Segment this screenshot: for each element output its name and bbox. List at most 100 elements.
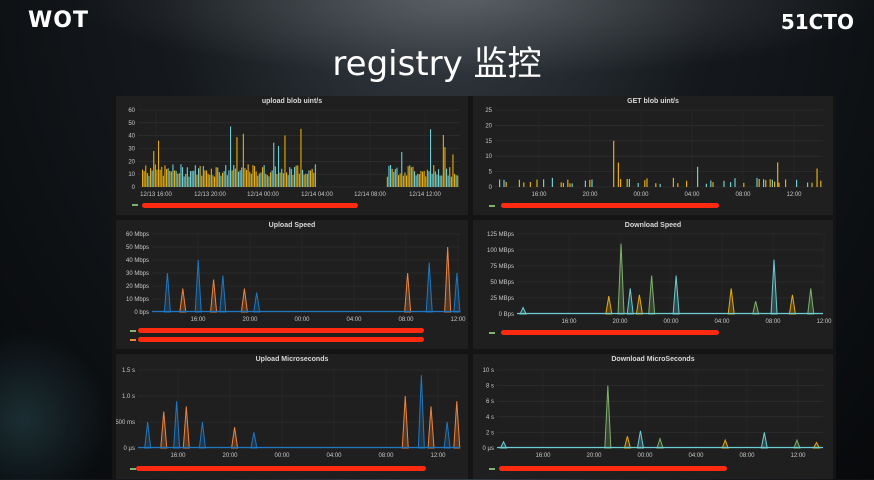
series-spike: [182, 406, 190, 449]
x-tick-label: 12:00: [430, 453, 446, 459]
bar: [785, 179, 787, 187]
legend-marker: [489, 332, 495, 334]
bar: [204, 170, 206, 187]
x-tick-label: 04:00: [346, 317, 362, 323]
x-tick-label: 08:00: [739, 453, 755, 459]
bar: [543, 179, 545, 187]
y-tick-label: 50: [128, 121, 135, 127]
bar: [258, 173, 260, 187]
series-spike: [648, 275, 656, 315]
panel-download-microseconds[interactable]: Download MicroSeconds 0 µs 2 s 4 s 6 s 8 s 10…: [473, 354, 833, 479]
chart-download-speed: 0 Bps 25 MBps 50 MBps 75 MBps 100 MBps 125 MB…: [487, 232, 832, 325]
bar: [450, 176, 452, 187]
y-tick-label: 75 MBps: [490, 264, 514, 270]
y-tick-label: 15: [485, 139, 492, 145]
bar: [255, 171, 257, 187]
panel-title: Download Speed: [624, 222, 682, 229]
bar: [191, 170, 193, 187]
bar: [390, 165, 392, 187]
bar: [503, 179, 505, 187]
bar: [529, 181, 531, 187]
bar: [266, 175, 268, 187]
bar: [536, 179, 538, 187]
bar: [734, 178, 736, 187]
bar: [591, 179, 593, 187]
panel-upload-speed[interactable]: Upload Speed 0 bps 10 Mbps 20 Mbps 30 Mbps 4…: [116, 220, 468, 349]
x-tick-label: 12/13 20:00: [194, 192, 226, 198]
bar: [655, 183, 657, 187]
bar: [388, 165, 390, 187]
legend-marker: [130, 468, 136, 470]
bar: [278, 146, 280, 187]
bar: [620, 179, 622, 187]
bar: [199, 166, 201, 187]
bar: [185, 173, 187, 187]
bar: [210, 168, 212, 187]
series-spike: [770, 259, 778, 315]
series-spike: [636, 430, 645, 449]
x-tick-label: 00:00: [274, 453, 290, 459]
bar: [230, 126, 232, 187]
panel-get-blob[interactable]: GET blob uint/s 0 5 10 15 20 25 16:00 20:00 00:0…: [473, 96, 833, 215]
x-tick-label: 12/13 16:00: [140, 192, 172, 198]
y-tick-label: 1.5 s: [122, 368, 135, 374]
panel-title: upload blob uint/s: [261, 98, 323, 105]
y-tick-label: 25 MBps: [490, 296, 514, 302]
y-tick-label: 25: [485, 108, 492, 114]
bar: [244, 168, 246, 187]
x-tick-label: 20:00: [612, 319, 628, 325]
bar: [756, 177, 758, 187]
bar: [164, 165, 166, 187]
bar: [617, 162, 619, 187]
panel-upload-microseconds[interactable]: Upload Microseconds 0 µs 500 ms 1.0 s 1.5 s…: [116, 354, 468, 479]
bar: [562, 182, 564, 187]
bar: [169, 170, 171, 187]
panel-upload-blob[interactable]: upload blob uint/s 0 10 20 30 40 50 60 12/13 16…: [116, 96, 468, 215]
bar: [447, 175, 449, 187]
x-tick-label: 04:00: [326, 453, 342, 459]
bar: [518, 179, 520, 187]
bar: [308, 170, 310, 187]
series-spike: [617, 243, 625, 315]
bar: [276, 174, 278, 187]
bar: [423, 170, 425, 187]
bar: [404, 172, 406, 187]
series-spike: [425, 262, 433, 313]
bar: [560, 182, 562, 187]
bar: [143, 171, 145, 187]
y-tick-label: 40: [128, 134, 135, 140]
bar: [444, 147, 446, 187]
chart-download-microseconds: 0 µs 2 s 4 s 6 s 8 s 10 s 16:00 20:00 00:00 04:00…: [483, 368, 823, 459]
bar: [394, 169, 396, 187]
y-tick-label: 20 Mbps: [126, 284, 149, 290]
redacted-legend: [501, 203, 719, 208]
series-spike: [626, 288, 634, 315]
series-spike: [453, 401, 461, 449]
bar: [209, 174, 211, 187]
bar: [156, 169, 158, 187]
legend-marker: [132, 204, 138, 206]
x-tick-label: 12:00: [790, 453, 806, 459]
y-tick-label: 8 s: [486, 384, 494, 390]
series-spike: [760, 432, 768, 449]
bar: [238, 171, 240, 187]
bar: [177, 173, 179, 187]
bar: [254, 166, 256, 187]
bar: [146, 173, 148, 187]
x-tick-label: 12/14 12:00: [409, 192, 441, 198]
panel-download-speed[interactable]: Download Speed 0 Bps 25 MBps 50 MBps 75 MBp…: [473, 220, 833, 349]
bar: [697, 166, 699, 187]
bar: [190, 171, 192, 187]
bar: [233, 164, 235, 187]
background-decoration: [0, 330, 110, 480]
bar: [613, 140, 615, 187]
redacted-legend: [501, 330, 719, 335]
panel-title: Download MicroSeconds: [611, 356, 695, 363]
bar: [188, 176, 190, 187]
series-spike: [453, 272, 461, 313]
bar: [523, 182, 525, 187]
bar: [284, 135, 286, 187]
bar: [183, 176, 185, 187]
y-tick-label: 30: [128, 147, 135, 153]
bar: [314, 164, 316, 187]
